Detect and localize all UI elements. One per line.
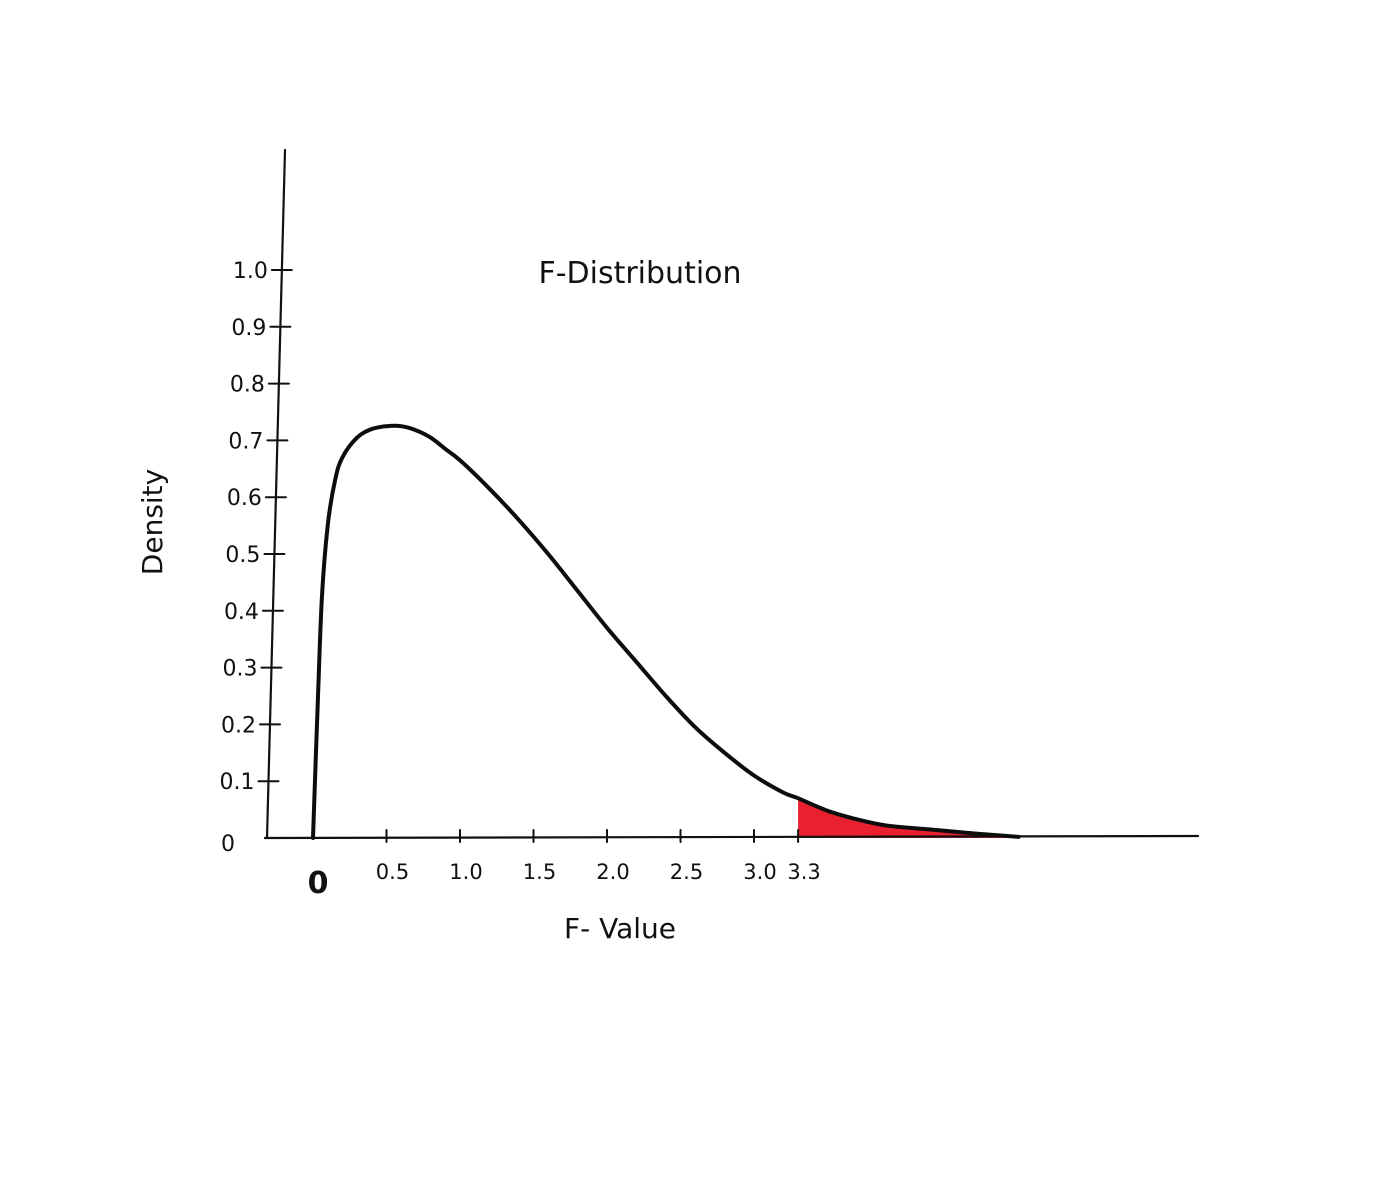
x-axis-title: F- Value xyxy=(564,912,676,945)
y-tick-label: 0.9 xyxy=(231,316,266,341)
y-tick-label: 0.7 xyxy=(228,429,263,454)
x-tick-label: 1.0 xyxy=(449,860,482,884)
chart-title: F-Distribution xyxy=(538,256,741,291)
y-axis-title: Density xyxy=(136,469,169,575)
y-tick-label: 0.1 xyxy=(219,770,254,795)
y-tick-label: 0.3 xyxy=(222,657,257,682)
y-axis-line xyxy=(265,148,287,840)
y-tick-label: 0.4 xyxy=(224,600,259,625)
shaded-tail-region xyxy=(798,798,1019,838)
y-tick-label: 1.0 xyxy=(233,259,268,284)
y-tick-label: 0.8 xyxy=(230,373,265,398)
y-tick-label: 0.2 xyxy=(221,713,256,738)
x-origin-label: 0 xyxy=(308,866,329,901)
x-tick-label: 3.3 xyxy=(787,860,820,884)
x-tick-label: 0.5 xyxy=(376,860,409,884)
x-tick-label: 2.5 xyxy=(670,860,703,884)
y-origin-label: 0 xyxy=(221,832,235,857)
x-tick-label: 1.5 xyxy=(523,860,556,884)
x-axis-line xyxy=(263,834,1200,840)
y-tick-label: 0.5 xyxy=(225,543,260,568)
density-curve xyxy=(311,423,1021,840)
x-tick-label: 3.0 xyxy=(743,860,776,884)
y-tick-label: 0.6 xyxy=(227,486,262,511)
x-tick-label: 2.0 xyxy=(596,860,629,884)
